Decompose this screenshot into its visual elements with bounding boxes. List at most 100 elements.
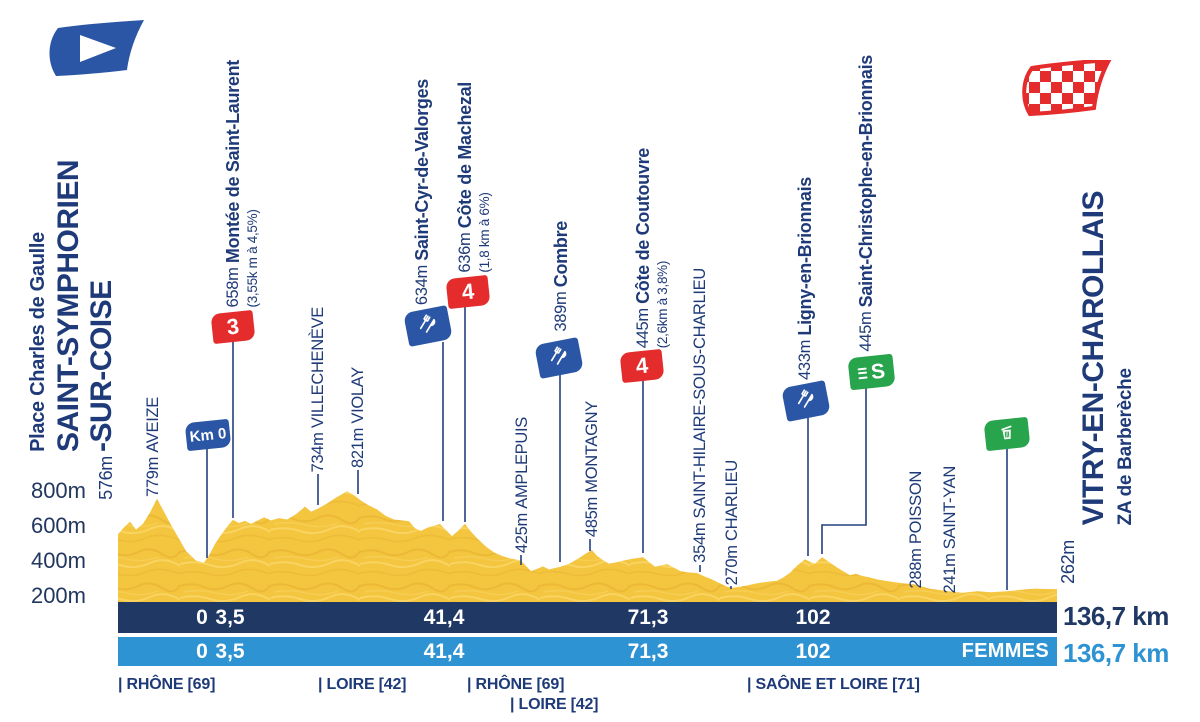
- km-marker-main: 102: [795, 605, 831, 629]
- waypoint-line: [821, 387, 867, 554]
- trash-bin-icon: [996, 421, 1019, 448]
- waypoint-connector-lines: [206, 306, 1008, 590]
- waypoint-label: 288m POISSON: [906, 471, 926, 588]
- sprint-flag: S: [847, 353, 896, 391]
- waypoint-elevation: 779m: [144, 452, 162, 497]
- y-axis-tick: 800m: [30, 478, 86, 503]
- waypoint-label: 779m AVEIZE: [143, 397, 163, 497]
- waste-zone-flag: [983, 416, 1031, 452]
- waypoint-label: 433m Ligny-en-Brionnais: [795, 177, 815, 380]
- start-town-label: SAINT-SYMPHORIEN -SUR-COISE: [52, 159, 118, 452]
- waypoint-elevation: 425m: [513, 508, 531, 553]
- waypoint-label: 658m Montée de Saint-Laurent (3,55k m à 4…: [223, 60, 263, 307]
- start-place-label: Place Charles de Gaulle: [27, 232, 49, 452]
- km-marker-femmes: 102: [795, 639, 831, 663]
- km-marker-femmes: 41,4: [423, 639, 465, 663]
- km-marker-main: 0: [196, 605, 208, 629]
- y-axis-tick: 600m: [30, 513, 86, 538]
- feed-zone-flag: [403, 305, 453, 347]
- feed-zone-flag: [534, 337, 584, 379]
- waypoint-elevation: 658m: [224, 262, 242, 307]
- km-marker-femmes: 0: [196, 639, 208, 663]
- km-marker-main: 3,5: [215, 605, 245, 629]
- department-label: | LOIRE [42]: [318, 676, 407, 693]
- femmes-label: FEMMES: [961, 640, 1049, 662]
- waypoint-label: 734m VILLECHENÈVE: [308, 307, 328, 472]
- waypoint-label: 270m CHARLIEU: [722, 460, 742, 585]
- waypoint-elevation: 485m: [583, 492, 601, 537]
- fork-knife-icon: [415, 311, 442, 342]
- fork-knife-icon: [546, 343, 573, 374]
- speed-lines-icon: [857, 367, 868, 379]
- waypoint-name: Montée de Saint-Laurent: [223, 59, 243, 263]
- waypoint-name: Côte de Coutouvre: [633, 147, 653, 304]
- waypoint-elevation: 433m: [796, 335, 814, 380]
- category-4-climb-flag: 4: [445, 274, 491, 310]
- y-axis-tick: 400m: [30, 548, 86, 573]
- climb-category-label: 4: [460, 278, 476, 305]
- km-zero-flag: Km 0: [184, 418, 232, 452]
- waypoint-elevation: 389m: [552, 287, 570, 332]
- sprint-label: S: [869, 359, 887, 384]
- waypoint-gradient: (3,55k m à 4,5%): [245, 209, 260, 307]
- km-zero-label: Km 0: [188, 424, 228, 446]
- category-3-climb-flag: 3: [210, 309, 256, 345]
- waypoint-name: Saint-Christophe-en-Brionnais: [856, 55, 876, 308]
- waypoint-elevation: 288m: [907, 543, 925, 588]
- climb-category-label: 4: [634, 352, 650, 379]
- waypoint-name: Combre: [551, 221, 571, 288]
- waypoint-label: 262m: [1058, 540, 1078, 584]
- distance-bar-femmes: FEMMES 0 3,5 41,4 71,3 102: [118, 637, 1057, 666]
- waypoint-elevation: 445m: [634, 303, 652, 348]
- waypoint-elevation: 636m: [456, 228, 474, 273]
- department-label: | LOIRE [42]: [510, 696, 599, 713]
- waypoint-name: Côte de Machezal: [455, 82, 475, 229]
- waypoint-elevation: 262m: [1058, 540, 1078, 584]
- waypoint-label: 389m Combre: [551, 221, 571, 332]
- km-marker-femmes: 3,5: [215, 639, 245, 663]
- finish-flag-icon: [1022, 60, 1112, 117]
- waypoint-name: Saint-Cyr-de-Valorges: [412, 78, 432, 261]
- waypoint-label: 241m SAINT-YAN: [940, 466, 960, 594]
- km-marker-femmes: 71,3: [627, 639, 669, 663]
- waypoint-elevation: 734m: [309, 427, 327, 472]
- waypoint-label: 576m: [96, 456, 116, 500]
- waypoint-gradient: (1,8 km à 6%): [477, 192, 492, 273]
- waypoint-label: 634m Saint-Cyr-de-Valorges: [412, 79, 432, 305]
- finish-town-label: VITRY-EN-CHAROLLAIS ZA de Barberèche: [1077, 190, 1136, 525]
- total-distance-main: 136,7 km: [1063, 601, 1169, 631]
- km-marker-main: 71,3: [627, 605, 669, 629]
- waypoint-elevation: 241m: [941, 549, 959, 594]
- waypoint-label: 485m MONTAGNY: [582, 401, 602, 537]
- waypoint-label: 821m VIOLAY: [348, 367, 368, 468]
- fork-knife-icon: [793, 386, 820, 417]
- waypoint-label: 445m Saint-Christophe-en-Brionnais: [856, 55, 876, 352]
- waypoint-name: VILLECHENÈVE: [309, 306, 327, 428]
- feed-zone-flag: [781, 380, 831, 422]
- waypoint-name: AMPLEPUIS: [513, 416, 531, 509]
- waypoint-elevation: 634m: [413, 260, 431, 305]
- waypoint-gradient: (2,6km à 3,8%): [655, 260, 670, 348]
- category-4-climb-flag: 4: [619, 348, 665, 384]
- waypoint-label: 354m SAINT-HILAIRE-SOUS-CHARLIEU: [690, 268, 710, 563]
- waypoint-label: 636m Côte de Machezal (1,8 km à 6%): [455, 82, 495, 273]
- start-flag-icon: [49, 20, 144, 76]
- terrain-area: [118, 491, 1057, 602]
- waypoint-elevation: 270m: [723, 540, 741, 585]
- department-label: | RHÔNE [69]: [118, 676, 216, 693]
- waypoint-elevation: 576m: [96, 456, 116, 500]
- waypoint-name: Ligny-en-Brionnais: [795, 177, 815, 336]
- km-marker-main: 41,4: [423, 605, 465, 629]
- climb-category-label: 3: [225, 313, 241, 340]
- distance-bar-main: 0 3,5 41,4 71,3 102: [118, 602, 1057, 633]
- waypoint-label: 425m AMPLEPUIS: [512, 417, 532, 553]
- waypoint-name: MONTAGNY: [583, 400, 601, 493]
- waypoint-elevation: 821m: [349, 423, 367, 468]
- waypoint-name: SAINT-HILAIRE-SOUS-CHARLIEU: [691, 268, 709, 519]
- waypoint-name: CHARLIEU: [723, 459, 741, 541]
- waypoint-name: SAINT-YAN: [941, 466, 959, 550]
- waypoint-name: POISSON: [907, 470, 925, 544]
- department-label: | SAÔNE ET LOIRE [71]: [747, 676, 920, 693]
